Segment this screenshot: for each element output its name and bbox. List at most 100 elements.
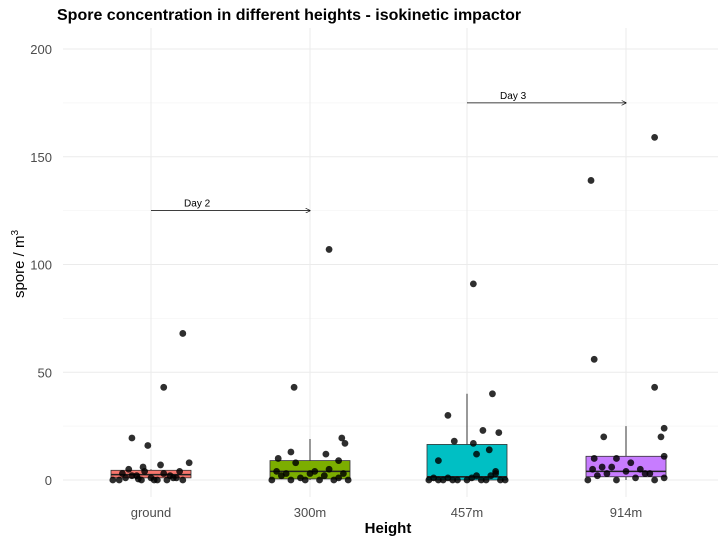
x-axis-title: Height [365, 520, 412, 537]
data-point [282, 470, 290, 477]
data-point [590, 355, 598, 363]
data-point [109, 476, 117, 484]
data-point [292, 459, 300, 467]
data-point [641, 470, 649, 477]
data-point [473, 450, 480, 458]
boxplots [110, 393, 667, 481]
data-point [660, 474, 668, 482]
data-point [651, 133, 659, 141]
data-point [133, 472, 141, 480]
y-axis-title-superscript: 3 [10, 230, 21, 236]
data-point [603, 470, 611, 477]
data-point [128, 472, 136, 480]
data-point [587, 177, 595, 184]
x-tick-label: 300m [294, 505, 327, 520]
data-point [608, 463, 616, 471]
data-point [593, 472, 601, 480]
data-point [338, 434, 346, 442]
y-tick-label: 100 [30, 258, 52, 273]
data-point [627, 459, 635, 467]
data-point [482, 476, 490, 484]
data-point [320, 472, 328, 480]
data-point [489, 390, 496, 398]
data-point [273, 467, 281, 475]
data-point [598, 463, 606, 471]
data-point [651, 383, 659, 391]
annotation-label: Day 3 [500, 91, 527, 102]
data-point [330, 476, 338, 484]
data-point [325, 465, 333, 473]
data-point [344, 476, 352, 484]
chart-title: Spore concentration in different heights… [57, 7, 521, 24]
data-point [128, 434, 136, 442]
data-point [325, 246, 333, 253]
data-point [584, 476, 592, 484]
data-point [454, 476, 461, 484]
y-tick-label: 50 [38, 365, 52, 380]
data-point [341, 439, 349, 447]
data-point [485, 446, 493, 454]
y-tick-label: 150 [30, 150, 52, 165]
data-point [185, 459, 193, 467]
data-point [590, 455, 598, 462]
data-point [301, 476, 309, 484]
box-300m [269, 460, 351, 480]
data-point [501, 476, 509, 484]
x-tick-label: 457m [451, 505, 484, 520]
data-point [589, 465, 597, 473]
data-point [487, 472, 495, 480]
data-point [632, 474, 639, 482]
data-point [660, 424, 668, 432]
data-point [160, 383, 168, 391]
x-axis-ticks: ground 300m 457m 914m [131, 505, 643, 520]
y-axis-ticks: 0 50 100 150 200 [30, 42, 52, 488]
data-point [469, 280, 477, 288]
data-point [160, 470, 168, 477]
data-point [118, 470, 126, 477]
data-point [268, 476, 276, 484]
data-point [613, 476, 620, 484]
data-point [479, 427, 487, 434]
x-tick-label: ground [131, 505, 171, 520]
data-point [287, 448, 295, 456]
data-point [144, 442, 152, 449]
data-point [316, 476, 323, 484]
data-point [322, 450, 330, 458]
y-tick-label: 200 [30, 42, 52, 57]
data-point [115, 476, 123, 484]
data-point [600, 433, 608, 441]
data-point [290, 383, 298, 391]
data-point [339, 470, 347, 477]
data-point [274, 455, 282, 462]
data-point [287, 476, 295, 484]
data-point [660, 452, 668, 460]
data-point [125, 465, 133, 473]
data-point [434, 457, 442, 465]
data-point [477, 476, 485, 484]
gridlines [63, 28, 718, 497]
data-point [496, 476, 504, 484]
data-point [657, 433, 665, 441]
data-point [157, 461, 164, 469]
data-point [492, 467, 500, 475]
y-axis-title-main: spore / m [11, 236, 28, 299]
annotation-label: Day 2 [184, 199, 211, 210]
x-tick-label: 914m [610, 505, 643, 520]
data-point [613, 455, 620, 462]
data-point [495, 429, 503, 436]
annotations: Day 2 Day 3 [151, 91, 626, 211]
data-point [139, 463, 147, 471]
data-point [622, 467, 630, 475]
data-point [450, 437, 458, 445]
data-point [439, 476, 447, 484]
data-point [150, 476, 158, 484]
data-point [335, 457, 343, 465]
y-axis-title: spore / m3 [10, 230, 28, 299]
data-point [169, 474, 177, 482]
data-point [138, 476, 145, 484]
data-point [430, 474, 438, 482]
data-point [444, 411, 452, 419]
data-point [469, 439, 477, 447]
data-points [109, 133, 668, 484]
